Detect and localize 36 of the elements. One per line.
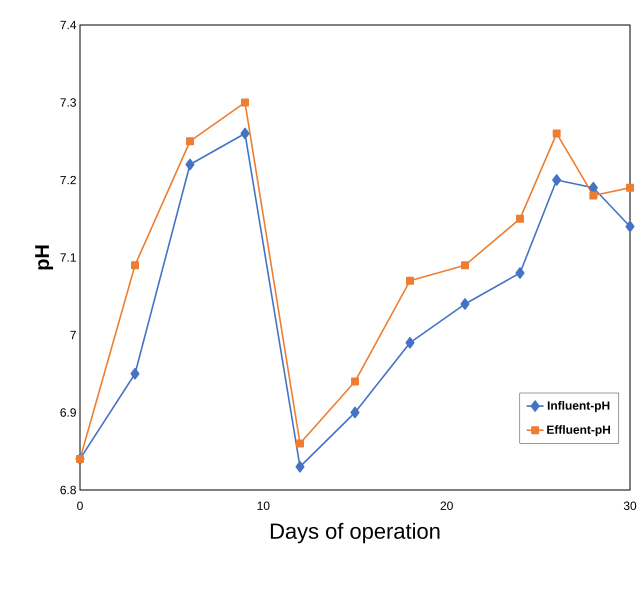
point xyxy=(185,158,195,170)
point xyxy=(296,440,304,448)
legend-label: Influent-pH xyxy=(548,401,610,412)
point xyxy=(241,98,249,106)
point xyxy=(552,174,562,186)
point xyxy=(131,261,139,270)
y-tick-label: 7.3 xyxy=(60,98,76,107)
point xyxy=(625,220,635,232)
x-tick-label: 0 xyxy=(77,502,83,510)
point xyxy=(351,378,359,386)
point xyxy=(350,406,360,418)
x-axis-title: Days of operation xyxy=(270,522,440,544)
point xyxy=(626,184,634,192)
y-axis-title: pH xyxy=(35,246,54,270)
y-tick-label: 6.8 xyxy=(60,486,76,494)
point xyxy=(130,368,140,380)
y-tick-label: 7.4 xyxy=(60,20,76,30)
point xyxy=(589,192,598,200)
y-tick-label: 6.9 xyxy=(60,408,76,417)
legend-label: Effluent-pH xyxy=(547,425,610,436)
point xyxy=(516,214,524,223)
point xyxy=(515,267,525,279)
point xyxy=(461,261,469,270)
y-tick-label: 7.1 xyxy=(60,253,76,262)
point xyxy=(186,137,194,146)
y-tick-label: 7.2 xyxy=(60,176,76,184)
point xyxy=(295,460,305,473)
point xyxy=(406,276,414,285)
y-tick-label: 7 xyxy=(70,330,76,340)
point xyxy=(240,128,250,140)
point xyxy=(405,336,415,349)
point xyxy=(460,298,470,310)
x-tick-label: 20 xyxy=(440,502,453,510)
point xyxy=(552,130,561,138)
x-tick-label: 10 xyxy=(258,502,270,510)
x-tick-label: 30 xyxy=(624,502,636,510)
